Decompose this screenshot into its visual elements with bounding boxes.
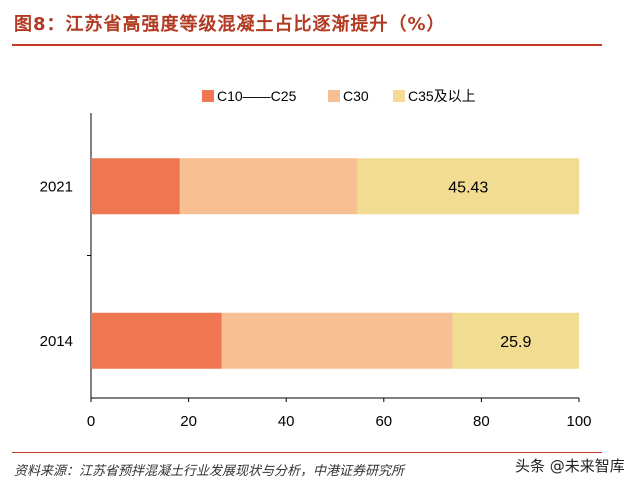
- y-category-label: 2021: [40, 178, 73, 195]
- bar-segment: [91, 312, 222, 369]
- footer-divider: [12, 452, 602, 453]
- bar-segment: [221, 312, 453, 369]
- data-label: 45.43: [448, 179, 488, 196]
- chart-title: 图8：江苏省高强度等级混凝土占比逐渐提升（%）: [14, 14, 446, 35]
- x-tick-label: 100: [566, 413, 591, 430]
- stacked-bar-chart: 0 20 40 60 80 100 2021 45.43 2014 25.9 C10——C25 C30…: [40, 88, 592, 430]
- bar-segment: [91, 158, 180, 215]
- title-divider: [12, 44, 602, 46]
- legend-swatch: [202, 90, 214, 102]
- x-tick-label: 20: [180, 413, 197, 430]
- source-note: 资料来源：江苏省预拌混凝土行业发展现状与分析，中港证券研究所: [14, 464, 405, 479]
- x-tick-label: 60: [375, 413, 392, 430]
- legend-label: C35及以上: [408, 88, 476, 104]
- bar-segment: [452, 312, 579, 369]
- legend-label: C10——C25: [217, 88, 297, 104]
- y-category-label: 2014: [40, 333, 73, 350]
- legend-label: C30: [343, 88, 369, 104]
- x-tick-label: 80: [473, 413, 490, 430]
- x-tick-label: 40: [278, 413, 295, 430]
- bar-segment: [179, 158, 358, 215]
- bar-segment: [357, 158, 580, 215]
- watermark-text: 头条 @未来智库: [515, 457, 625, 475]
- legend-swatch: [328, 90, 340, 102]
- x-tick-label: 0: [87, 413, 95, 430]
- legend-swatch: [393, 90, 405, 102]
- data-label: 25.9: [500, 334, 531, 351]
